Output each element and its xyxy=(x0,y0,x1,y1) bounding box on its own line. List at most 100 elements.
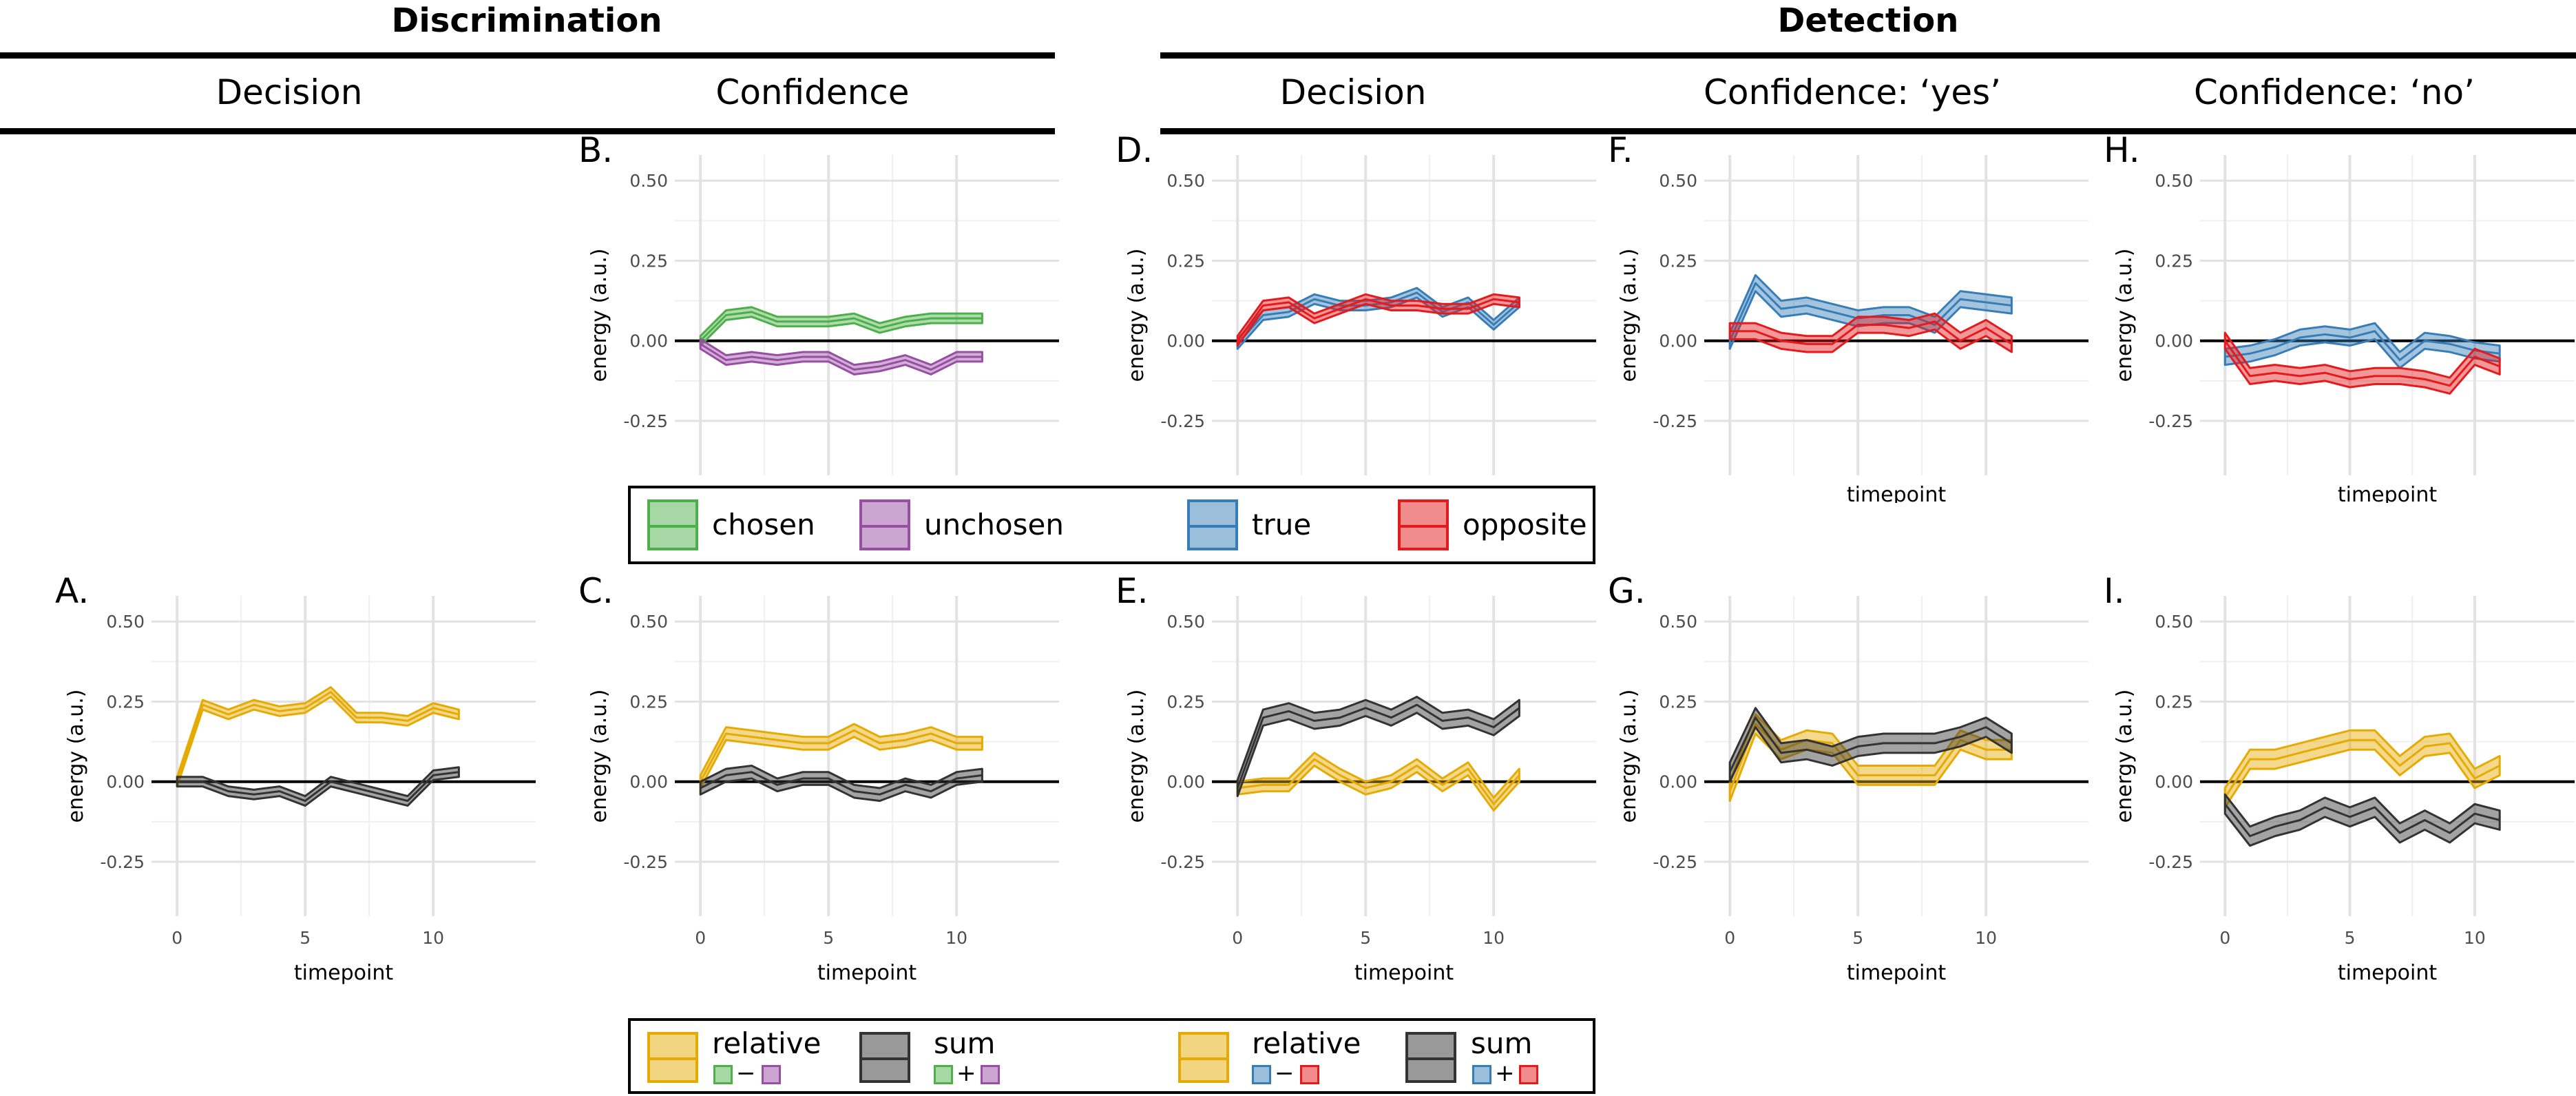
y-axis-label: energy (a.u.) xyxy=(2113,249,2137,382)
data-point-unchosen xyxy=(725,359,727,361)
data-point-sum xyxy=(1857,745,1859,747)
y-tick-label: -0.25 xyxy=(1160,411,1205,431)
legend-mini-chosen-icon xyxy=(934,1065,953,1084)
legend-mini-true-icon xyxy=(1472,1065,1491,1084)
y-tick-label: -0.25 xyxy=(1653,411,1697,431)
x-axis-label: timepoint xyxy=(294,961,394,985)
data-point-chosen xyxy=(930,317,932,320)
data-point-opposite xyxy=(2349,378,2351,380)
data-point-relative xyxy=(1883,774,1885,776)
data-point-relative xyxy=(406,720,409,722)
data-point-opposite xyxy=(1908,327,1910,329)
data-point-sum xyxy=(2324,806,2326,809)
data-point-sum xyxy=(202,780,204,783)
series-line-relative xyxy=(176,691,459,783)
data-point-relative xyxy=(330,691,332,693)
series-band-chosen xyxy=(699,306,983,347)
data-point-sum xyxy=(2398,831,2401,834)
legend-mini-unchosen-icon xyxy=(981,1065,1000,1084)
data-point-relative xyxy=(853,730,855,732)
y-tick-label: 0.25 xyxy=(106,692,145,712)
data-point-true xyxy=(1780,308,1782,310)
data-point-sum xyxy=(1908,742,1910,745)
data-point-opposite xyxy=(1959,340,1962,342)
panel-letter: E. xyxy=(1116,571,1149,611)
series-band-relative xyxy=(1236,752,1520,812)
data-point-unchosen xyxy=(776,359,778,361)
data-point-relative xyxy=(956,742,958,745)
data-point-true xyxy=(2011,304,2013,307)
data-point-relative xyxy=(1339,774,1341,776)
data-point-sum xyxy=(2274,825,2276,827)
data-point-relative xyxy=(1755,723,1757,725)
data-point-sum xyxy=(2298,819,2301,821)
y-tick-label: 0.25 xyxy=(629,251,668,271)
data-point-relative xyxy=(2249,758,2251,761)
x-axis-label: timepoint xyxy=(1354,961,1454,985)
series-line-sum xyxy=(2224,803,2500,838)
data-point-relative xyxy=(1959,739,1962,741)
data-point-true xyxy=(2398,359,2401,361)
data-point-chosen xyxy=(853,317,855,320)
data-point-sum xyxy=(458,771,460,773)
data-point-true xyxy=(1729,340,1731,342)
data-point-sum xyxy=(1390,716,1392,718)
data-point-chosen xyxy=(725,314,727,316)
data-point-opposite xyxy=(2274,372,2276,374)
data-point-opposite xyxy=(2449,384,2451,386)
data-point-true xyxy=(2224,355,2226,358)
y-tick-label: 0.50 xyxy=(1166,612,1205,632)
panel-letter: D. xyxy=(1116,130,1153,170)
legend-label-relative-disc: relative xyxy=(712,1026,821,1060)
data-point-opposite xyxy=(1441,308,1443,310)
data-point-sum xyxy=(879,794,881,796)
data-point-relative xyxy=(381,716,383,718)
data-point-unchosen xyxy=(930,369,932,371)
legend-bottom: relative − sum + relative − sum + xyxy=(628,1018,1595,1094)
data-point-sum xyxy=(1313,720,1315,722)
data-point-relative xyxy=(776,739,778,741)
panel-letter: C. xyxy=(578,571,614,611)
data-point-sum xyxy=(981,774,983,776)
data-point-relative xyxy=(1518,774,1520,776)
data-point-opposite xyxy=(2499,365,2501,368)
chart-panel-i: I. -0.25 0.00 0.25 0.50 energy (a.u.) 0 5 10 time… xyxy=(2104,571,2575,985)
data-point-true xyxy=(1288,311,1290,313)
data-point-sum xyxy=(432,774,434,776)
x-axis-label: timepoint xyxy=(1847,483,1947,503)
data-point-opposite xyxy=(1288,301,1290,304)
data-point-sum xyxy=(1729,771,1731,773)
x-tick-label: 10 xyxy=(945,928,967,948)
section-title-discrimination: Discrimination xyxy=(391,1,662,40)
series-band-opposite xyxy=(2223,331,2501,395)
legend-mini-opposite-icon xyxy=(1519,1065,1538,1084)
data-point-sum xyxy=(355,787,357,789)
chart-panel-h: H. -0.25 0.00 0.25 0.50 energy (a.u.) timepoin… xyxy=(2104,130,2575,503)
data-point-true xyxy=(2374,330,2376,332)
column-title-det-confidence-yes: Confidence: ‘yes’ xyxy=(1703,72,2002,112)
panel-letter: B. xyxy=(578,130,613,170)
data-point-true xyxy=(1493,324,1495,326)
data-point-true xyxy=(1416,291,1418,294)
data-point-opposite xyxy=(1416,304,1418,307)
rule-top-discrimination xyxy=(0,52,1055,59)
data-point-true xyxy=(1755,282,1757,285)
data-point-relative xyxy=(725,732,727,735)
data-point-opposite xyxy=(1805,343,1808,345)
data-point-sum xyxy=(802,777,804,780)
data-point-relative xyxy=(2298,752,2301,754)
y-tick-label: -0.25 xyxy=(100,852,145,872)
data-point-true xyxy=(1831,311,1834,313)
data-point-relative xyxy=(355,716,357,718)
legend-label-sum-det: sum xyxy=(1471,1026,1533,1060)
series-line-opposite xyxy=(2224,340,2500,387)
data-point-sum xyxy=(2374,806,2376,809)
data-point-true xyxy=(1959,298,1962,300)
data-point-opposite xyxy=(1467,308,1469,310)
data-point-unchosen xyxy=(700,343,702,345)
data-point-true xyxy=(2449,343,2451,345)
data-point-sum xyxy=(1262,716,1264,718)
data-point-true xyxy=(2274,346,2276,349)
data-point-opposite xyxy=(1729,330,1731,332)
y-tick-label: 0.25 xyxy=(2155,692,2193,712)
